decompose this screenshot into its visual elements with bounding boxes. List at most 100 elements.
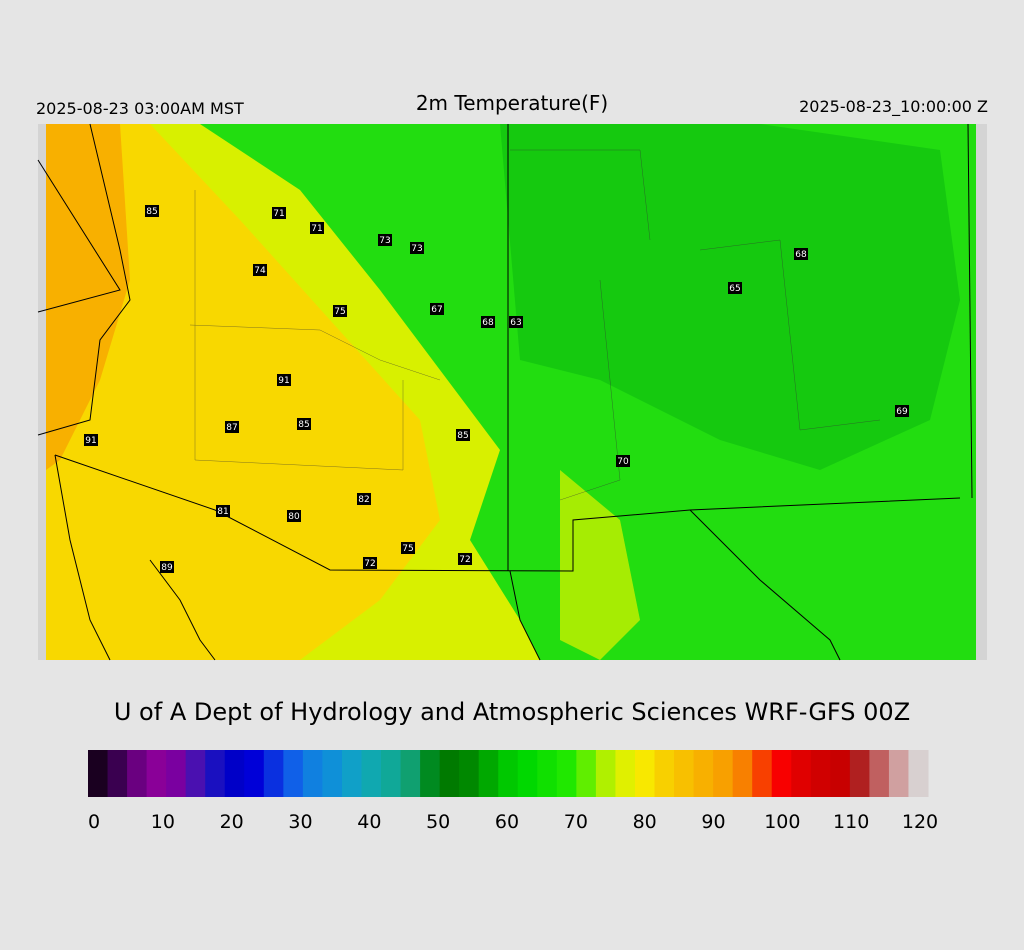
station: 72	[363, 557, 377, 569]
colorbar-step	[576, 750, 597, 797]
colorbar-tick-label: 20	[220, 811, 244, 833]
station-value: 67	[431, 305, 442, 315]
station-value: 65	[729, 284, 740, 294]
river-border	[689, 509, 841, 661]
station: 67	[430, 303, 444, 315]
station: 74	[253, 264, 267, 276]
station: 65	[728, 282, 742, 294]
colorbar-step	[302, 750, 323, 797]
station: 73	[378, 234, 392, 246]
colorbar-step	[459, 750, 480, 797]
station-value: 81	[217, 507, 228, 517]
station-value: 85	[298, 420, 309, 430]
station-box	[310, 222, 324, 234]
colorbar-tick-label: 90	[701, 811, 725, 833]
colorbar-step	[732, 750, 753, 797]
station: 85	[456, 429, 470, 441]
colorbar-step	[791, 750, 812, 797]
station: 73	[410, 242, 424, 254]
colorbar-step	[595, 750, 616, 797]
station: 71	[272, 207, 286, 219]
colorbar-step	[478, 750, 499, 797]
colorbar-step	[830, 750, 851, 797]
station-box	[357, 493, 371, 505]
colorbar-step	[908, 750, 929, 797]
station-box	[401, 542, 415, 554]
station-value: 69	[896, 407, 908, 417]
colorbar-step	[869, 750, 890, 797]
colorbar-tick-label: 110	[833, 811, 869, 833]
colorbar-step	[127, 750, 148, 797]
valid-time-utc: 2025-08-23_10:00:00 Z	[799, 97, 988, 117]
station-box	[410, 242, 424, 254]
colorbar-step	[634, 750, 656, 797]
station-value: 68	[795, 250, 807, 260]
colorbar-tick-label: 80	[633, 811, 657, 833]
station-value: 80	[288, 512, 300, 522]
colorbar-step	[693, 750, 714, 797]
station-box	[363, 557, 377, 569]
station-box	[794, 248, 808, 260]
colorbar-step	[517, 750, 538, 797]
colorbar-tick-label: 30	[288, 811, 312, 833]
station: 85	[297, 418, 311, 430]
colorbar-step	[654, 750, 675, 797]
station: 63	[509, 316, 523, 328]
station-value: 72	[364, 559, 375, 569]
station-box	[616, 455, 630, 467]
station-box	[225, 421, 239, 433]
station: 68	[481, 316, 495, 328]
colorbar-step	[420, 750, 441, 797]
colorbar-step	[537, 750, 558, 797]
station: 68	[794, 248, 808, 260]
station-box	[430, 303, 444, 315]
coast	[54, 454, 111, 661]
station-box	[297, 418, 311, 430]
station-value: 75	[334, 307, 345, 317]
station: 70	[616, 455, 630, 467]
station-box	[84, 434, 98, 446]
station-box	[728, 282, 742, 294]
station-value: 68	[482, 318, 494, 328]
colorbar-step	[107, 750, 128, 797]
station-box	[287, 510, 301, 522]
station-value: 73	[411, 244, 422, 254]
station-box	[272, 207, 286, 219]
station: 81	[216, 505, 230, 517]
station-value: 85	[146, 207, 157, 217]
station: 91	[277, 374, 291, 386]
colorbar-step	[341, 750, 362, 797]
station-box	[145, 205, 159, 217]
station-value: 91	[85, 436, 96, 446]
station-value: 91	[278, 376, 289, 386]
colorbar-step	[88, 750, 109, 797]
colorbar-tick-label: 120	[902, 811, 938, 833]
station-value: 72	[459, 555, 470, 565]
station-box	[378, 234, 392, 246]
station: 69	[895, 405, 909, 417]
station: 89	[160, 561, 174, 573]
map	[37, 123, 987, 661]
station-value: 85	[457, 431, 468, 441]
station-box	[216, 505, 230, 517]
colorbar-tick-label: 70	[564, 811, 588, 833]
colorbar-tick-label: 40	[357, 811, 381, 833]
station-value: 70	[617, 457, 629, 467]
station: 75	[401, 542, 415, 554]
colorbar-step	[615, 750, 636, 797]
station-value: 73	[379, 236, 390, 246]
station-values: 85 71 71 73 73 74 75 67 68 63 68 65 91 87 85 85 91 69 70 82…	[84, 205, 909, 573]
colorbar-step	[381, 750, 402, 797]
warm-valley	[560, 470, 640, 660]
station-value: 63	[510, 318, 521, 328]
colorbar-step	[556, 750, 577, 797]
colorbar-tick-label: 60	[495, 811, 519, 833]
colorbar-step	[263, 750, 284, 797]
colorbar-step	[244, 750, 265, 797]
colorbar-tick-label: 10	[151, 811, 175, 833]
colorbar-step	[674, 750, 695, 797]
river-border	[37, 123, 131, 436]
boundaries	[37, 123, 973, 661]
station-box	[333, 305, 347, 317]
